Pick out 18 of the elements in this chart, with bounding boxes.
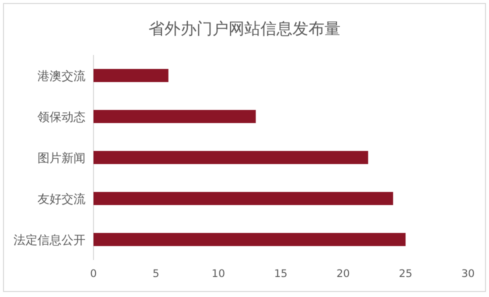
y-tick-label: 法定信息公开: [14, 233, 86, 247]
x-tick-label: 10: [212, 268, 226, 280]
bar: [94, 110, 256, 124]
bar: [94, 192, 394, 206]
x-tick-label: 15: [274, 268, 288, 280]
y-tick-label: 领保动态: [38, 110, 86, 124]
y-tick-label: 港澳交流: [38, 69, 86, 83]
x-tick-label: 20: [336, 268, 350, 280]
bar: [94, 68, 168, 82]
x-tick-label: 0: [90, 268, 97, 280]
y-tick-label: 友好交流: [38, 192, 86, 206]
x-tick-label: 30: [461, 268, 475, 280]
bar: [94, 150, 368, 164]
x-tick-label: 25: [398, 268, 412, 280]
y-tick-label: 图片新闻: [38, 151, 86, 165]
x-tick-label: 5: [152, 268, 160, 280]
chart-title: 省外办门户网站信息发布量: [148, 19, 340, 38]
bar: [94, 232, 406, 246]
